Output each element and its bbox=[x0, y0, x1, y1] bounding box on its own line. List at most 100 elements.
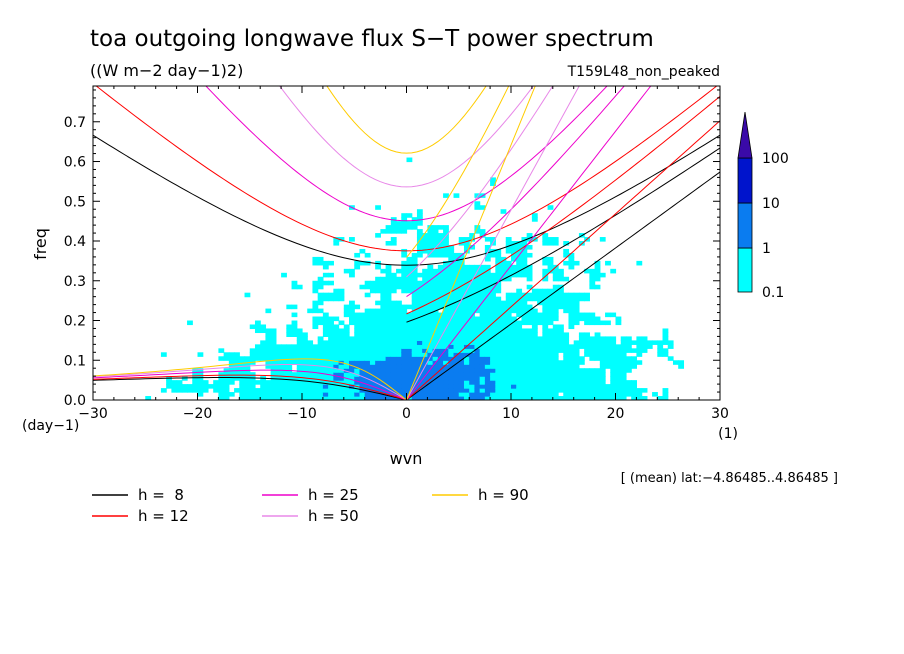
power-cell bbox=[490, 284, 496, 290]
power-cell bbox=[484, 268, 491, 274]
y-tick-label: 0.0 bbox=[64, 393, 86, 409]
power-cell bbox=[484, 256, 491, 262]
power-cell bbox=[432, 312, 439, 318]
power-cell bbox=[453, 304, 460, 310]
power-cell bbox=[422, 308, 428, 314]
power-cell bbox=[385, 356, 392, 361]
power-cell bbox=[416, 384, 423, 389]
power-cell bbox=[406, 280, 413, 286]
power-cell bbox=[416, 308, 423, 314]
power-cell bbox=[552, 316, 559, 322]
power-cell bbox=[484, 244, 491, 250]
power-cell bbox=[531, 388, 538, 393]
power-cell bbox=[286, 304, 293, 310]
power-cell bbox=[239, 392, 246, 397]
power-cell bbox=[474, 348, 481, 353]
power-cell bbox=[312, 392, 319, 397]
power-cell bbox=[343, 324, 350, 330]
power-cell bbox=[411, 284, 418, 290]
power-cell bbox=[359, 344, 366, 349]
power-cell bbox=[469, 332, 476, 337]
power-cell bbox=[160, 388, 167, 393]
power-cell bbox=[552, 344, 559, 349]
power-cell bbox=[547, 344, 554, 349]
power-cell bbox=[364, 384, 371, 389]
power-cell bbox=[260, 340, 267, 345]
power-cell bbox=[610, 352, 617, 357]
power-cell bbox=[453, 296, 460, 302]
power-cell bbox=[552, 237, 559, 242]
power-cell bbox=[270, 388, 277, 393]
power-cell bbox=[307, 308, 314, 314]
power-cell bbox=[437, 340, 444, 345]
power-cell bbox=[584, 368, 590, 373]
power-cell bbox=[437, 384, 444, 389]
power-cell bbox=[521, 300, 528, 306]
power-cell bbox=[385, 296, 392, 302]
power-cell bbox=[453, 392, 460, 397]
power-cell bbox=[573, 368, 580, 373]
power-cell bbox=[594, 392, 601, 397]
power-cell bbox=[657, 348, 664, 353]
power-cell bbox=[662, 336, 669, 341]
power-cell bbox=[197, 368, 204, 373]
power-cell bbox=[359, 340, 366, 345]
power-cell bbox=[573, 352, 580, 357]
colorbar-label: 100 bbox=[762, 151, 789, 167]
power-cell bbox=[396, 352, 402, 357]
power-cell bbox=[396, 300, 402, 306]
power-cell bbox=[364, 308, 371, 314]
power-cell bbox=[427, 324, 434, 330]
power-cell bbox=[312, 256, 319, 262]
power-cell bbox=[547, 384, 554, 389]
power-cell bbox=[302, 336, 308, 341]
power-cell bbox=[359, 384, 366, 389]
power-cell bbox=[526, 352, 533, 357]
power-cell bbox=[364, 372, 371, 377]
power-cell bbox=[495, 276, 502, 282]
power-cell bbox=[249, 372, 256, 377]
power-cell bbox=[594, 384, 601, 389]
power-cell bbox=[458, 364, 465, 369]
power-cell bbox=[375, 344, 381, 349]
power-cell bbox=[406, 380, 413, 385]
power-cell bbox=[589, 320, 596, 326]
power-cell bbox=[286, 388, 293, 393]
power-cell bbox=[469, 368, 476, 373]
power-cell bbox=[448, 392, 455, 397]
power-cell bbox=[500, 376, 507, 381]
power-cell bbox=[547, 360, 554, 365]
power-cell bbox=[302, 368, 308, 373]
power-cell bbox=[286, 328, 293, 334]
power-cell bbox=[500, 264, 507, 270]
power-cell bbox=[223, 396, 230, 400]
power-cell bbox=[531, 344, 538, 349]
power-cell bbox=[547, 300, 554, 306]
power-cell bbox=[406, 316, 413, 322]
power-cell bbox=[354, 396, 361, 400]
power-cell bbox=[406, 213, 413, 218]
power-cell bbox=[359, 352, 366, 357]
power-cell bbox=[547, 241, 554, 246]
power-cell bbox=[359, 328, 366, 334]
power-cell bbox=[573, 320, 580, 326]
power-cell bbox=[312, 364, 319, 369]
power-cell bbox=[484, 364, 491, 369]
power-cell bbox=[281, 348, 287, 353]
power-cell bbox=[521, 376, 528, 381]
power-cell bbox=[416, 368, 423, 373]
power-cell bbox=[505, 364, 512, 369]
power-cell bbox=[552, 324, 559, 330]
power-cell bbox=[563, 296, 570, 302]
power-cell bbox=[516, 376, 523, 381]
power-cell bbox=[317, 348, 324, 353]
power-cell bbox=[181, 384, 188, 389]
power-cell bbox=[249, 388, 256, 393]
power-cell bbox=[578, 316, 585, 322]
power-cell bbox=[599, 372, 606, 377]
power-cell bbox=[437, 284, 444, 290]
power-cell bbox=[495, 304, 502, 310]
power-cell bbox=[474, 272, 481, 278]
power-cell bbox=[474, 205, 481, 210]
power-cell bbox=[432, 252, 439, 258]
